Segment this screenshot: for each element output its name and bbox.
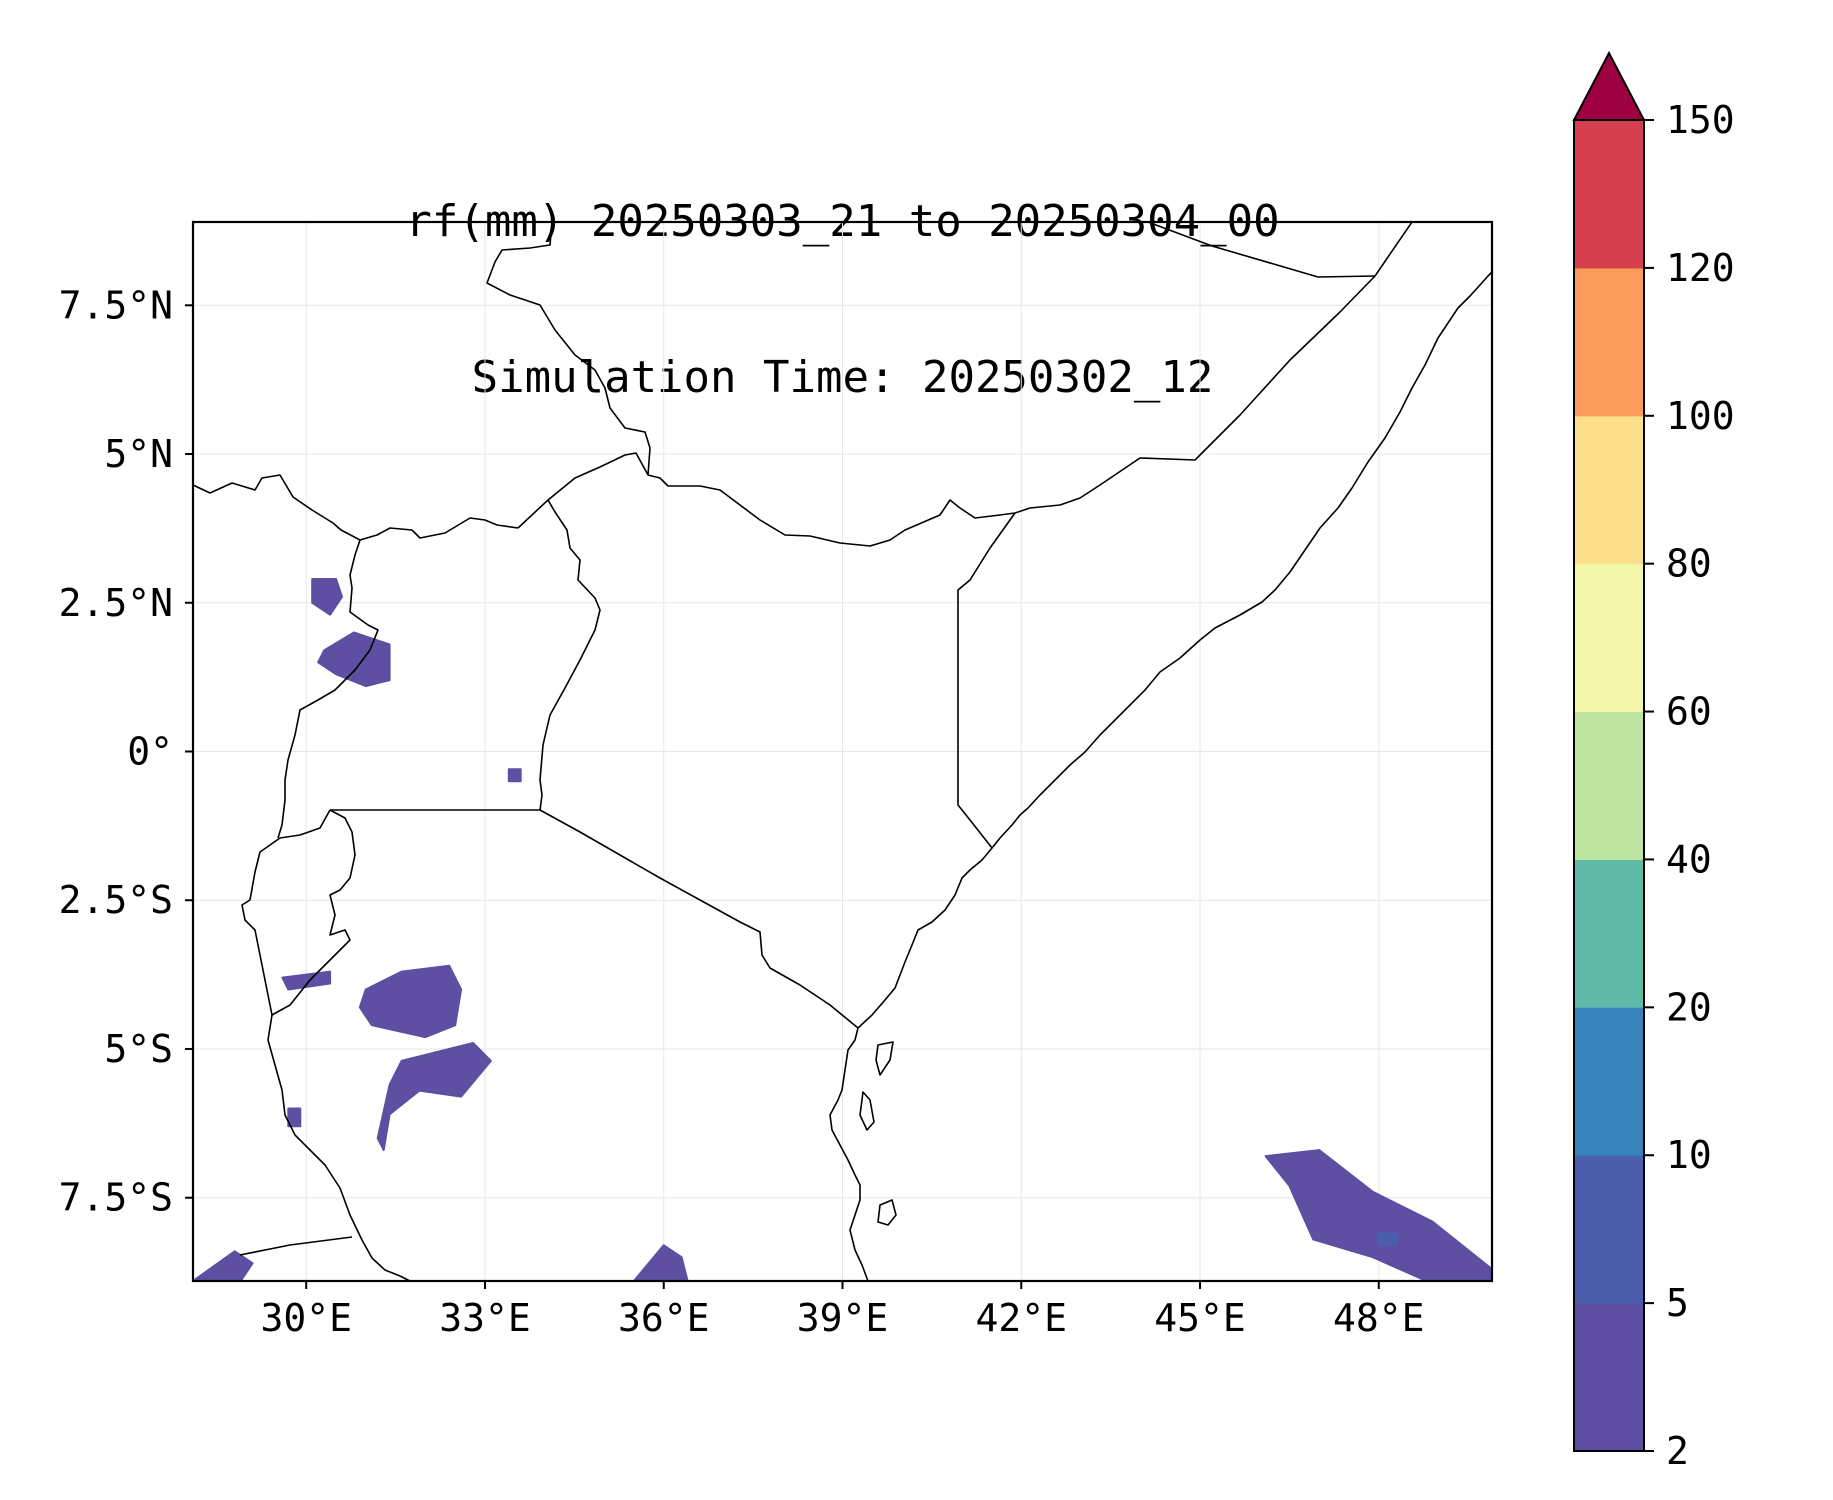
rain-patch-indian-ocean-core (1377, 1232, 1398, 1247)
rain-patch-indian-ocean-east (1264, 1149, 1492, 1281)
colorbar-band-60-80 (1574, 563, 1644, 713)
colorbar-band-2-5 (1574, 1303, 1644, 1452)
uganda-kenya-border (539, 499, 601, 811)
colorbar-band-80-100 (1574, 415, 1644, 565)
colorbar-tick-label: 5 (1666, 1281, 1689, 1325)
x-tick-label: 45°E (1154, 1296, 1246, 1340)
x-tick-label: 39°E (797, 1296, 889, 1340)
y-tick-label: 2.5°S (59, 878, 173, 922)
rainfall-contours (193, 578, 1492, 1281)
drc-tanzania-lake-tanganyika (267, 1014, 411, 1281)
colorbar-band-5-10 (1574, 1155, 1644, 1304)
colorbar-frame (1573, 119, 1645, 1452)
colorbar-tick-label: 20 (1666, 985, 1712, 1029)
rain-patch-tanzania-south (632, 1244, 689, 1281)
east-africa-coastline (829, 271, 1492, 1281)
country-borders (193, 222, 1492, 1281)
sudan-south-sudan-border (486, 222, 651, 476)
rwanda-burundi (241, 809, 356, 1016)
y-tick-label: 7.5°S (59, 1176, 173, 1220)
south-sudan-ethiopia-border (517, 452, 1016, 547)
colorbar-band-40-60 (1574, 711, 1644, 860)
colorbar-tick-label: 80 (1666, 542, 1712, 586)
colorbar-tick-label: 120 (1666, 246, 1735, 290)
y-tick-label: 2.5°N (59, 581, 173, 625)
x-tick-label: 42°E (976, 1296, 1068, 1340)
x-axis: 30°E 33°E 36°E 39°E 42°E 45°E 48°E (260, 1281, 1425, 1340)
rain-patch-tanzania-west-small (281, 970, 332, 991)
colorbar-band-120-150 (1574, 120, 1644, 269)
rain-patch-kenya-uganda-border (507, 768, 522, 783)
x-tick-label: 33°E (439, 1296, 531, 1340)
colorbar-band-10-20 (1574, 1007, 1644, 1156)
rain-patch-north-uganda (311, 578, 343, 616)
colorbar-extend-arrow (1572, 50, 1646, 121)
y-tick-label: 5°N (104, 432, 173, 476)
x-tick-label: 36°E (618, 1296, 710, 1340)
x-tick-label: 30°E (260, 1296, 352, 1340)
colorbar-band-20-40 (1574, 859, 1644, 1008)
y-tick-label: 0° (127, 730, 173, 774)
colorbar-tick-label: 150 (1666, 98, 1735, 142)
colorbar-tick-label: 60 (1666, 690, 1712, 734)
x-tick-label: 48°E (1333, 1296, 1425, 1340)
colorbar-tick-label: 100 (1666, 394, 1735, 438)
rain-patch-lake-malawi-north (193, 1250, 254, 1281)
rain-patch-tanzania-central (376, 1042, 492, 1152)
colorbar-tick-label: 10 (1666, 1133, 1712, 1177)
kenya-tanzania-border (539, 809, 859, 1029)
kenya-somalia-border (957, 512, 1016, 849)
ethiopia-somaliland-border (1147, 222, 1376, 278)
y-axis: 7.5°N 5°N 2.5°N 0° 2.5°S 5°S 7.5°S (59, 283, 193, 1220)
south-sudan-uganda-border (193, 474, 519, 541)
colorbar-band-100-120 (1574, 267, 1644, 417)
colorbar-tick-label: 40 (1666, 837, 1712, 881)
uganda-drc-border (277, 539, 379, 839)
colorbar-tick-label: 2 (1666, 1429, 1689, 1473)
title-line-2: Simulation Time: 20250302_12 (471, 352, 1214, 403)
ethiopia-somalia-border (1014, 222, 1413, 514)
y-tick-label: 5°S (104, 1027, 173, 1071)
zambia-tanzania-border (239, 1236, 353, 1256)
gridlines (193, 222, 1492, 1281)
y-tick-label: 7.5°N (59, 283, 173, 327)
rain-patch-west-uganda-lake-albert (317, 631, 391, 688)
zanzibar-pemba-islands (859, 1041, 897, 1226)
colorbar: 2 5 10 20 40 60 80 100 120 150 (1572, 50, 1735, 1473)
rain-patch-tanzania-northwest (358, 964, 463, 1039)
